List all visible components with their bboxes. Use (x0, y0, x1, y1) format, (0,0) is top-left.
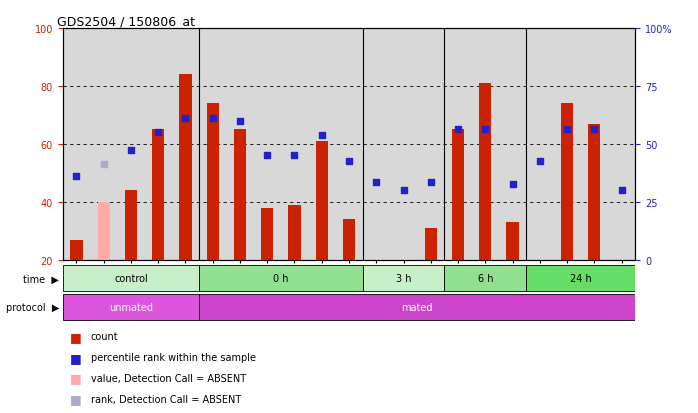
Bar (315, 142, 328, 260)
Bar (554, 29, 581, 260)
Point (126, 147, 137, 154)
Bar (234, 130, 246, 260)
Text: 6 h: 6 h (477, 273, 493, 283)
Text: ■: ■ (70, 371, 82, 385)
Bar (226, 29, 253, 260)
Point (180, 115, 191, 122)
Text: 24 h: 24 h (570, 273, 591, 283)
Bar (479, 84, 491, 260)
Text: ■: ■ (70, 330, 82, 343)
Text: ■: ■ (70, 351, 82, 364)
Text: control: control (114, 273, 148, 283)
Text: rank, Detection Call = ABSENT: rank, Detection Call = ABSENT (91, 394, 241, 404)
Bar (152, 130, 164, 260)
Point (588, 127, 600, 133)
Bar (390, 29, 417, 260)
Text: 0 h: 0 h (273, 273, 288, 283)
Point (343, 159, 355, 165)
Point (207, 115, 218, 122)
Bar (561, 104, 573, 260)
Text: protocol  ▶: protocol ▶ (6, 303, 59, 313)
Point (289, 153, 300, 159)
Bar (199, 266, 363, 292)
Bar (445, 266, 526, 292)
Point (316, 133, 327, 139)
Point (452, 127, 463, 133)
Text: time  ▶: time ▶ (24, 274, 59, 284)
Bar (335, 29, 363, 260)
Text: 3 h: 3 h (396, 273, 411, 283)
Point (480, 127, 491, 133)
Bar (98, 202, 110, 260)
Bar (253, 29, 281, 260)
Text: value, Detection Call = ABSENT: value, Detection Call = ABSENT (91, 373, 246, 383)
Bar (199, 29, 226, 260)
Text: ■: ■ (70, 392, 82, 405)
Bar (199, 295, 635, 320)
Bar (581, 29, 608, 260)
Bar (526, 29, 554, 260)
Bar (308, 29, 335, 260)
Bar (424, 228, 437, 260)
Bar (261, 208, 274, 260)
Bar (526, 266, 635, 292)
Text: GDS2504 / 150806_at: GDS2504 / 150806_at (57, 15, 195, 28)
Bar (452, 130, 464, 260)
Bar (144, 29, 172, 260)
Bar (63, 29, 90, 260)
Text: count: count (91, 332, 119, 342)
Bar (363, 29, 390, 260)
Point (398, 188, 409, 194)
Point (153, 130, 164, 136)
Point (425, 179, 436, 185)
Point (561, 127, 572, 133)
Point (507, 182, 518, 188)
Bar (179, 75, 191, 260)
Point (371, 179, 382, 185)
Point (262, 153, 273, 159)
Bar (417, 29, 445, 260)
Bar (125, 191, 137, 260)
Text: unmated: unmated (109, 302, 153, 312)
Text: percentile rank within the sample: percentile rank within the sample (91, 352, 255, 362)
Bar (288, 205, 301, 260)
Bar (207, 104, 219, 260)
Bar (608, 29, 635, 260)
Bar (445, 29, 472, 260)
Bar (343, 220, 355, 260)
Bar (499, 29, 526, 260)
Point (98, 161, 110, 168)
Bar (70, 240, 82, 260)
Bar (63, 295, 199, 320)
Bar (281, 29, 308, 260)
Point (534, 159, 545, 165)
Bar (172, 29, 199, 260)
Point (71, 173, 82, 180)
Bar (90, 29, 117, 260)
Bar (506, 223, 519, 260)
Bar (472, 29, 499, 260)
Bar (363, 266, 445, 292)
Bar (63, 266, 199, 292)
Text: mated: mated (401, 302, 433, 312)
Bar (588, 124, 600, 260)
Point (616, 188, 627, 194)
Point (235, 118, 246, 125)
Bar (117, 29, 144, 260)
